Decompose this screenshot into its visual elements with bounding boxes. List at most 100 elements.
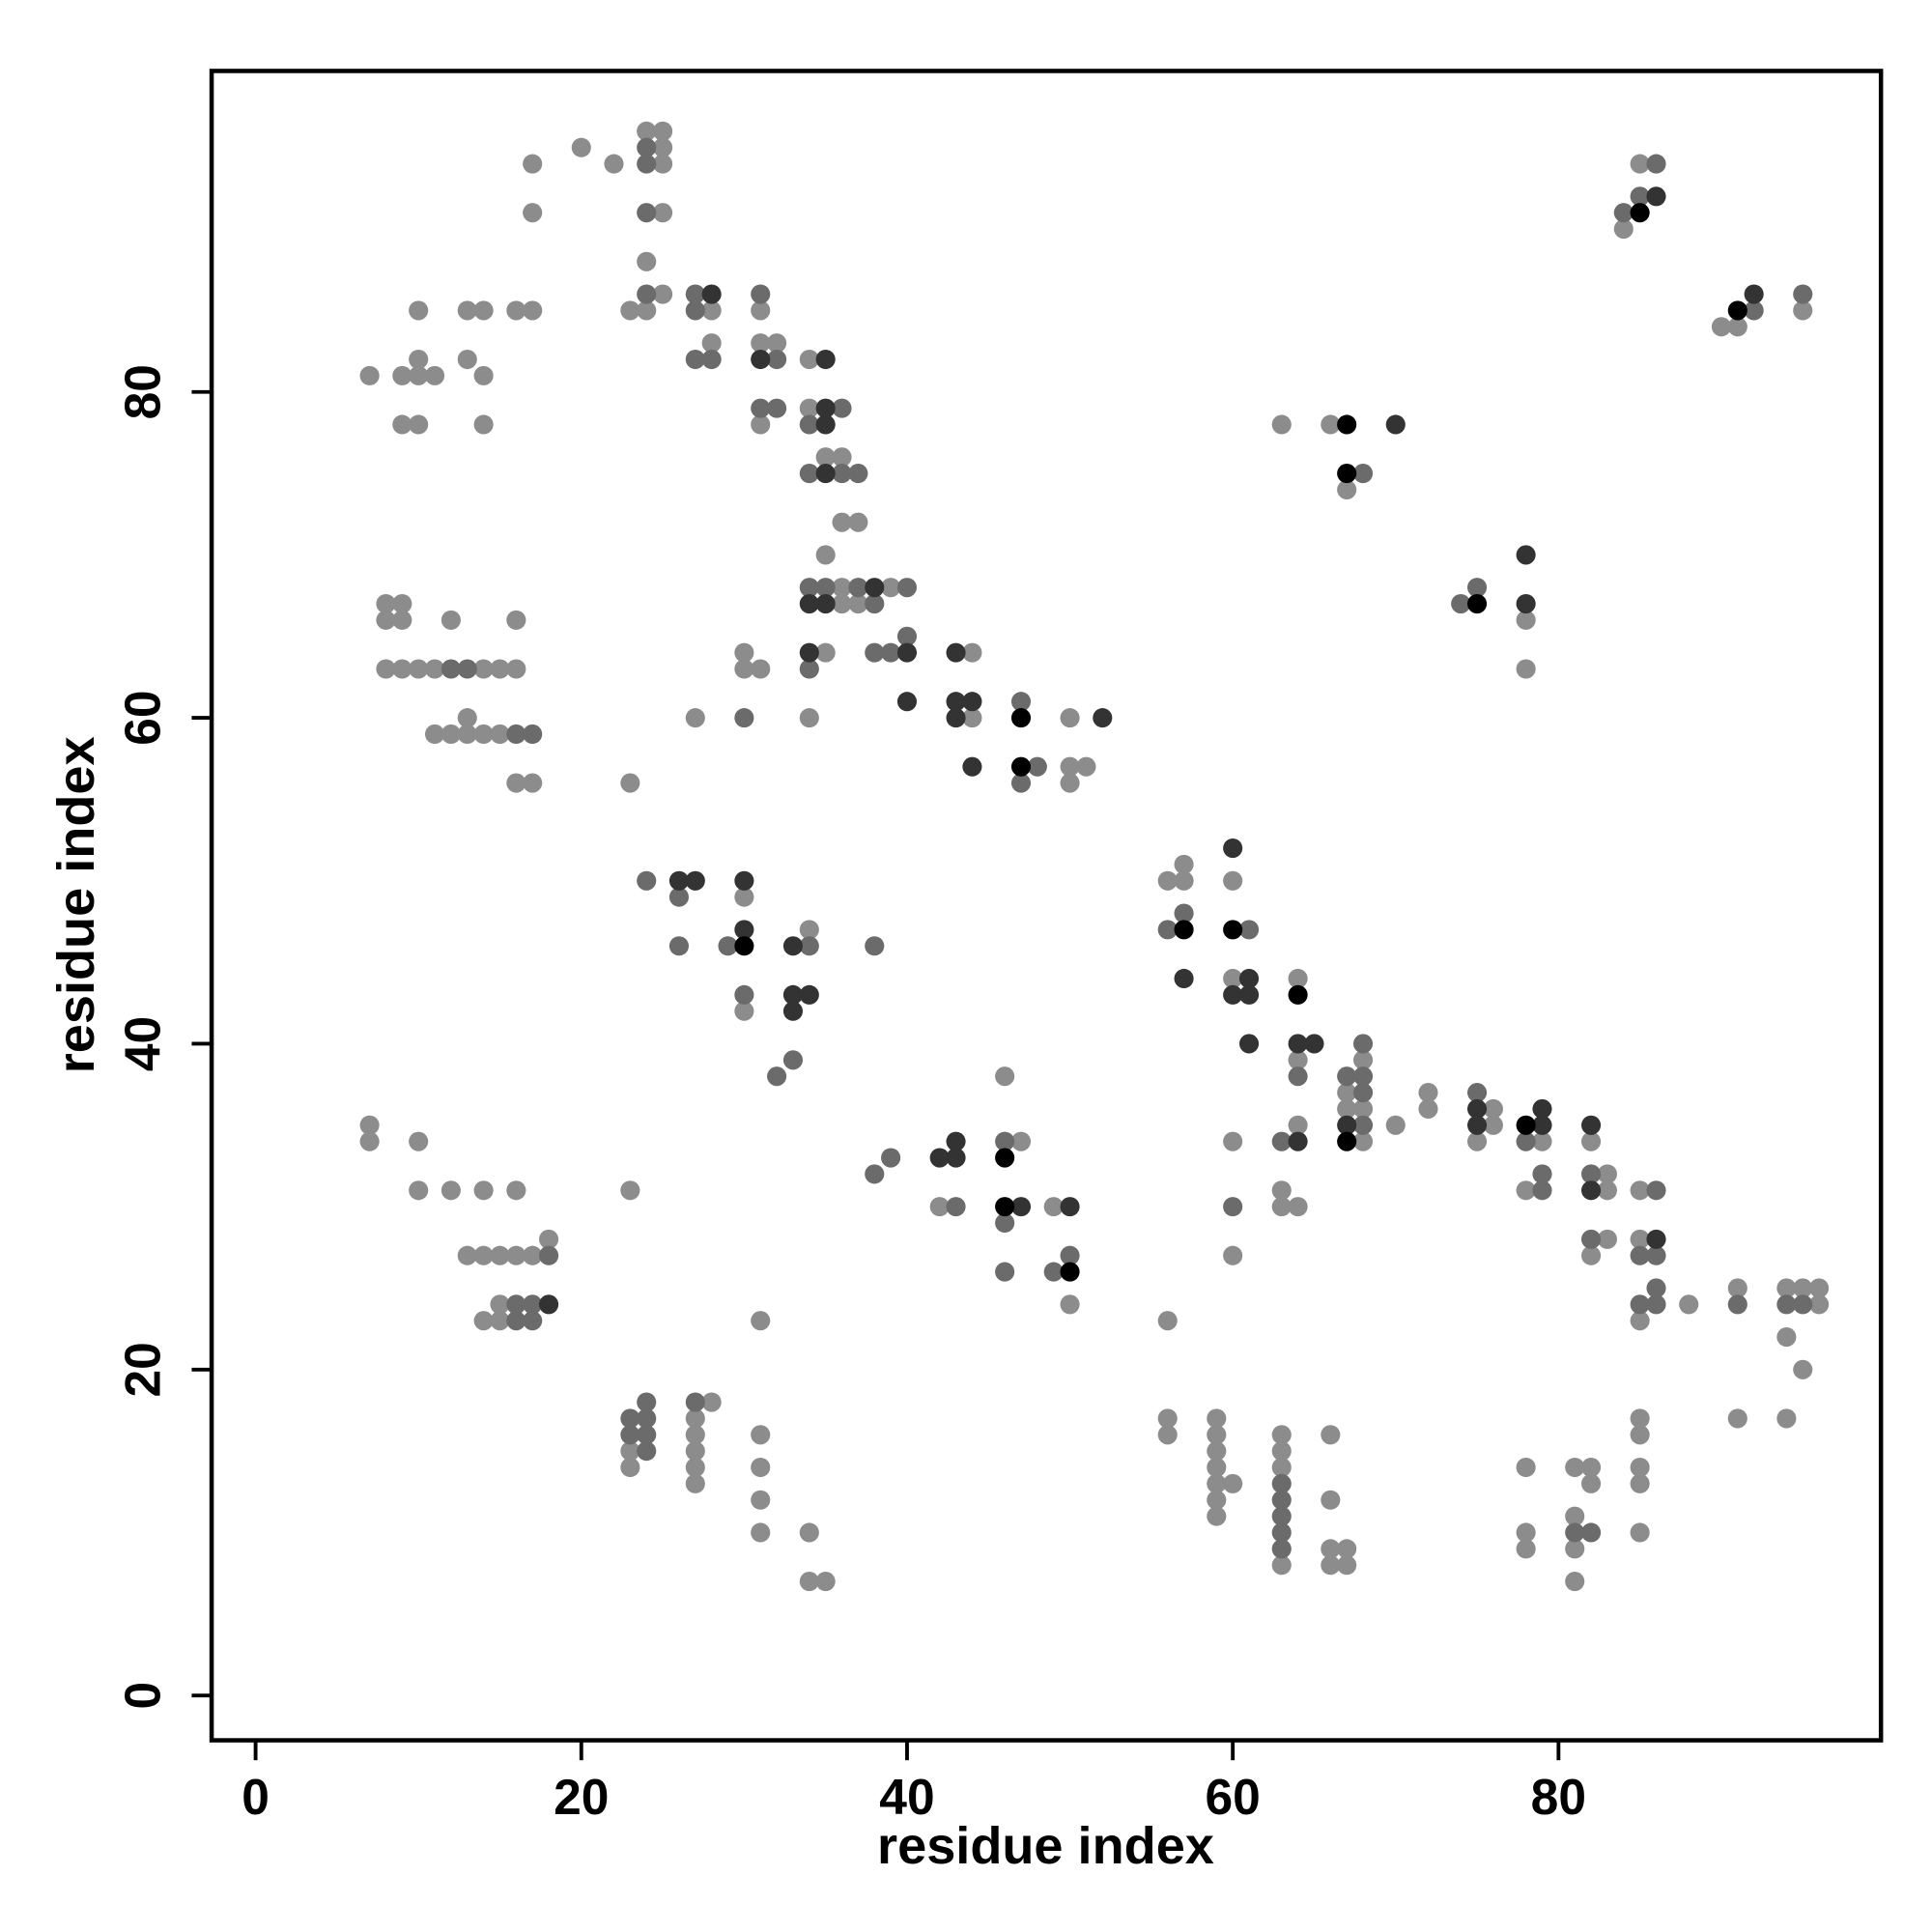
point — [1646, 1229, 1666, 1249]
point — [1352, 1131, 1374, 1151]
point — [506, 773, 526, 793]
point — [1010, 1197, 1032, 1217]
point — [1793, 1359, 1813, 1379]
point — [1630, 1457, 1650, 1478]
point — [1630, 1245, 1650, 1265]
point — [1466, 578, 1488, 598]
point — [1483, 1098, 1503, 1119]
point — [424, 365, 445, 385]
point — [1157, 920, 1178, 940]
point — [1581, 1180, 1602, 1201]
point — [1157, 1425, 1178, 1445]
point — [832, 512, 852, 532]
point — [701, 300, 722, 321]
point — [995, 1131, 1015, 1151]
point — [1581, 1522, 1602, 1543]
point — [1581, 1245, 1602, 1265]
x-tick-label: 40 — [879, 1769, 934, 1825]
point — [1337, 1131, 1357, 1151]
point — [1043, 1262, 1064, 1282]
point — [734, 920, 754, 940]
point — [995, 1148, 1015, 1168]
point — [1809, 1278, 1830, 1298]
point — [1532, 1131, 1552, 1151]
point — [637, 203, 657, 223]
point — [799, 349, 819, 370]
point — [962, 756, 982, 777]
point — [799, 464, 819, 484]
point — [1288, 1115, 1308, 1135]
point — [799, 414, 819, 435]
point — [1207, 1441, 1227, 1462]
point — [865, 593, 885, 614]
point — [440, 724, 461, 745]
point — [865, 578, 885, 598]
point — [896, 626, 918, 646]
point — [1271, 1506, 1292, 1526]
point — [490, 659, 510, 679]
point — [1565, 1522, 1585, 1543]
point — [1352, 1050, 1374, 1070]
point — [1516, 593, 1536, 614]
point — [1223, 1245, 1243, 1265]
point — [685, 870, 705, 891]
point — [1565, 1457, 1585, 1478]
point — [767, 333, 787, 354]
point — [1613, 219, 1634, 240]
point — [440, 659, 461, 679]
point — [1451, 593, 1471, 614]
point — [1646, 1245, 1666, 1265]
y-tick-label: 60 — [115, 690, 171, 745]
point — [751, 1311, 771, 1331]
point — [1157, 870, 1178, 891]
point — [1060, 773, 1080, 793]
point — [1776, 1278, 1797, 1298]
point — [782, 1001, 804, 1021]
point — [1207, 1408, 1227, 1429]
point — [1271, 1457, 1292, 1478]
point — [620, 773, 640, 793]
point — [1060, 1262, 1080, 1282]
point — [1581, 1229, 1602, 1249]
point — [815, 349, 836, 370]
point — [1466, 1098, 1488, 1119]
point — [701, 1392, 722, 1412]
y-tick-label: 80 — [115, 364, 171, 419]
y-axis-title: residue index — [47, 736, 105, 1073]
point — [539, 1229, 559, 1249]
point — [571, 137, 591, 157]
point — [1337, 414, 1357, 435]
point — [1304, 1034, 1324, 1054]
point — [751, 1490, 771, 1510]
point — [523, 154, 543, 174]
point — [1679, 1294, 1699, 1315]
point — [1597, 1164, 1617, 1184]
point — [523, 724, 543, 745]
point — [718, 936, 738, 956]
point — [1646, 154, 1666, 174]
point — [1010, 692, 1032, 712]
x-axis-title: residue index — [877, 1817, 1214, 1875]
point — [1418, 1098, 1438, 1119]
point — [1630, 1425, 1650, 1445]
point — [1271, 1473, 1292, 1493]
point — [1597, 1180, 1617, 1201]
point — [799, 984, 819, 1005]
point — [1597, 1229, 1617, 1249]
point — [1516, 610, 1536, 630]
point — [734, 659, 754, 679]
point — [637, 284, 657, 304]
point — [799, 578, 819, 598]
point — [1288, 1034, 1308, 1054]
point — [457, 659, 477, 679]
point — [1466, 1083, 1488, 1103]
point — [896, 642, 918, 663]
point — [490, 1311, 510, 1331]
point — [751, 1457, 771, 1478]
point — [1271, 1425, 1292, 1445]
point — [1352, 464, 1374, 484]
point — [1581, 1115, 1602, 1135]
point — [799, 642, 819, 663]
point — [815, 447, 836, 468]
point — [799, 659, 819, 679]
